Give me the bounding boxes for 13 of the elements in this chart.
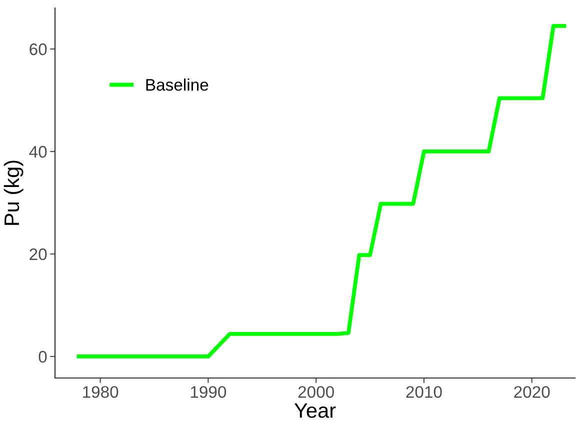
y-tick-label: 0: [38, 350, 47, 363]
x-tick-label: 1980: [83, 386, 118, 398]
x-tick-label: 2020: [514, 386, 550, 398]
legend-label: Baseline: [146, 78, 208, 91]
x-tick-label: 2010: [406, 386, 442, 398]
x-tick-label: 2000: [298, 386, 334, 398]
y-tick-label: 20: [30, 248, 47, 260]
x-tick-label: 1990: [190, 386, 226, 398]
x-axis-title: Year: [294, 403, 336, 418]
y-tick-label: 60: [30, 43, 47, 56]
y-axis-title: Pu (kg): [4, 160, 24, 225]
y-tick-label: 40: [29, 146, 47, 158]
line-series: [76, 24, 566, 358]
